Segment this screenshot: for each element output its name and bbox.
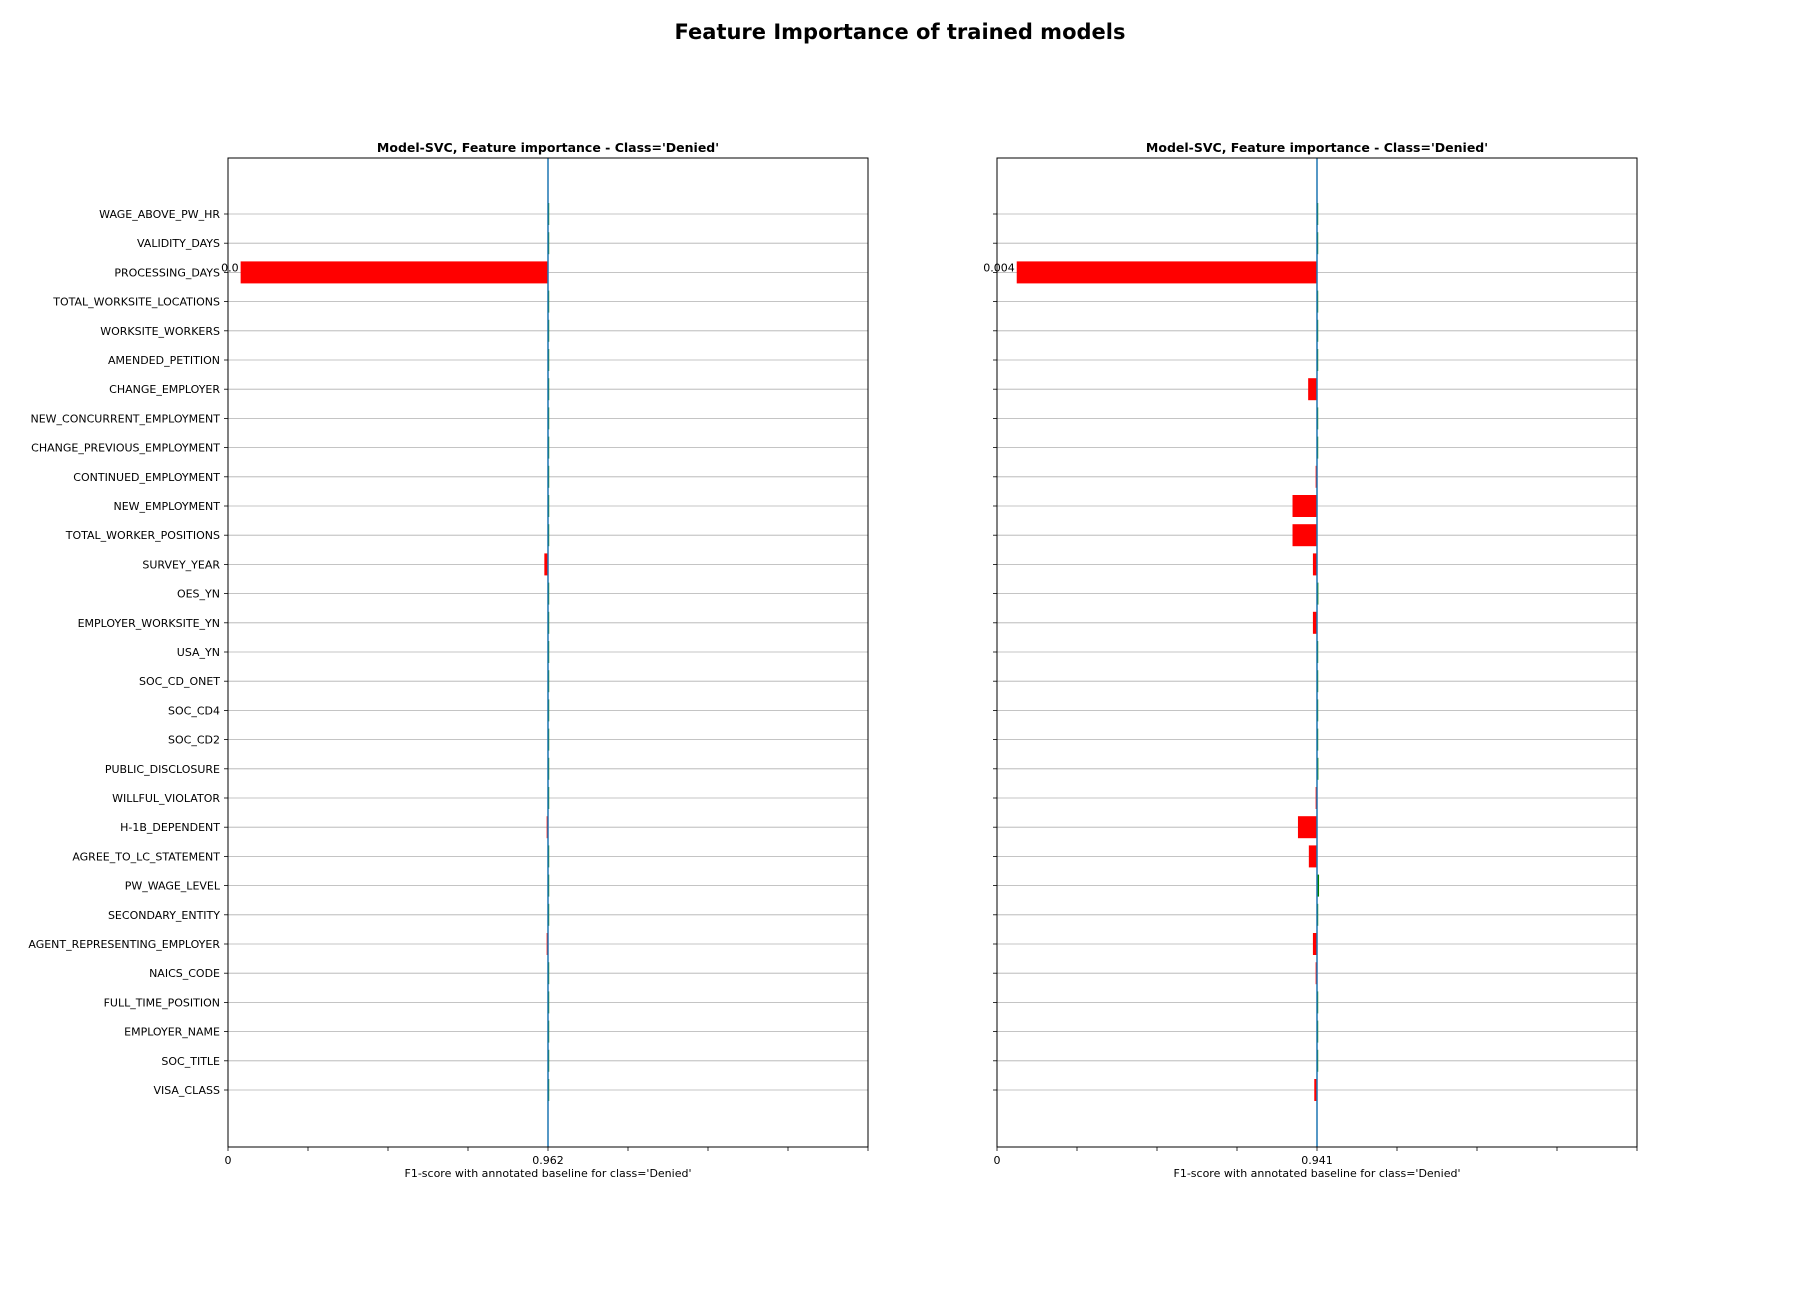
- x-axis-label: F1-score with annotated baseline for cla…: [1174, 1167, 1461, 1180]
- y-tick-label: TOTAL_WORKSITE_LOCATIONS: [52, 296, 220, 309]
- y-tick-label: SURVEY_YEAR: [142, 558, 220, 571]
- bar-agree-to-lc-statement: [1308, 845, 1317, 868]
- y-tick-label: PROCESSING_DAYS: [114, 266, 220, 279]
- y-tick-label: AGREE_TO_LC_STATEMENT: [72, 850, 220, 863]
- y-tick-label: SOC_CD4: [168, 704, 220, 717]
- bar-h-1b-dependent: [1297, 816, 1317, 839]
- bar-annotation: 0.004: [983, 261, 1015, 274]
- bar-survey-year: [544, 553, 548, 576]
- bar-pw-wage-level: [1317, 874, 1320, 897]
- y-tick-label: NEW_CONCURRENT_EMPLOYMENT: [30, 412, 220, 425]
- y-tick-label: FULL_TIME_POSITION: [104, 996, 220, 1009]
- figure-title: Feature Importance of trained models: [674, 20, 1126, 44]
- y-tick-label: VALIDITY_DAYS: [137, 237, 220, 250]
- subplot-title: Model-SVC, Feature importance - Class='D…: [377, 140, 719, 155]
- y-tick-label: VISA_CLASS: [153, 1084, 220, 1097]
- y-tick-label: SOC_CD_ONET: [139, 675, 220, 688]
- subplot-title: Model-SVC, Feature importance - Class='D…: [1146, 140, 1488, 155]
- bar-visa-class: [1314, 1079, 1317, 1101]
- y-tick-label: SOC_TITLE: [161, 1055, 220, 1068]
- bar-total-worker-positions: [1292, 524, 1317, 547]
- y-tick-label: WAGE_ABOVE_PW_HR: [99, 208, 220, 221]
- bar-change-employer: [1308, 378, 1317, 401]
- y-tick-label: CHANGE_EMPLOYER: [109, 383, 220, 396]
- y-tick-label: USA_YN: [177, 646, 220, 659]
- y-tick-label: NAICS_CODE: [149, 967, 220, 980]
- y-tick-label: TOTAL_WORKER_POSITIONS: [65, 529, 220, 542]
- y-tick-label: SECONDARY_ENTITY: [108, 909, 220, 922]
- bar-survey-year: [1312, 553, 1317, 576]
- x-axis-label: F1-score with annotated baseline for cla…: [405, 1167, 692, 1180]
- y-tick-label: SOC_CD2: [168, 734, 220, 747]
- y-tick-label: H-1B_DEPENDENT: [120, 821, 220, 834]
- x-tick-label: 0.962: [532, 1154, 564, 1167]
- y-tick-label: PUBLIC_DISCLOSURE: [105, 763, 220, 776]
- bar-annotation: 0.0: [221, 261, 239, 274]
- y-tick-label: PW_WAGE_LEVEL: [125, 880, 221, 893]
- x-tick-label: 0: [994, 1154, 1001, 1167]
- x-tick-label: 0: [225, 1154, 232, 1167]
- y-tick-label: AMENDED_PETITION: [108, 354, 220, 367]
- y-tick-label: NEW_EMPLOYMENT: [113, 500, 220, 513]
- y-tick-label: WILLFUL_VIOLATOR: [112, 792, 220, 805]
- bar-agent-representing-employer: [1312, 933, 1317, 955]
- bar-processing-days: [1016, 261, 1317, 284]
- y-tick-label: EMPLOYER_WORKSITE_YN: [78, 617, 220, 630]
- y-tick-label: CONTINUED_EMPLOYMENT: [73, 471, 220, 484]
- bar-processing-days: [240, 261, 549, 284]
- y-tick-label: WORKSITE_WORKERS: [100, 325, 220, 338]
- bar-new-employment: [1292, 495, 1317, 517]
- y-tick-label: CHANGE_PREVIOUS_EMPLOYMENT: [31, 442, 220, 455]
- y-tick-label: AGENT_REPRESENTING_EMPLOYER: [28, 938, 220, 951]
- y-tick-label: EMPLOYER_NAME: [124, 1026, 220, 1039]
- y-tick-label: OES_YN: [177, 588, 220, 601]
- bar-employer-worksite-yn: [1312, 611, 1317, 634]
- x-tick-label: 0.941: [1301, 1154, 1333, 1167]
